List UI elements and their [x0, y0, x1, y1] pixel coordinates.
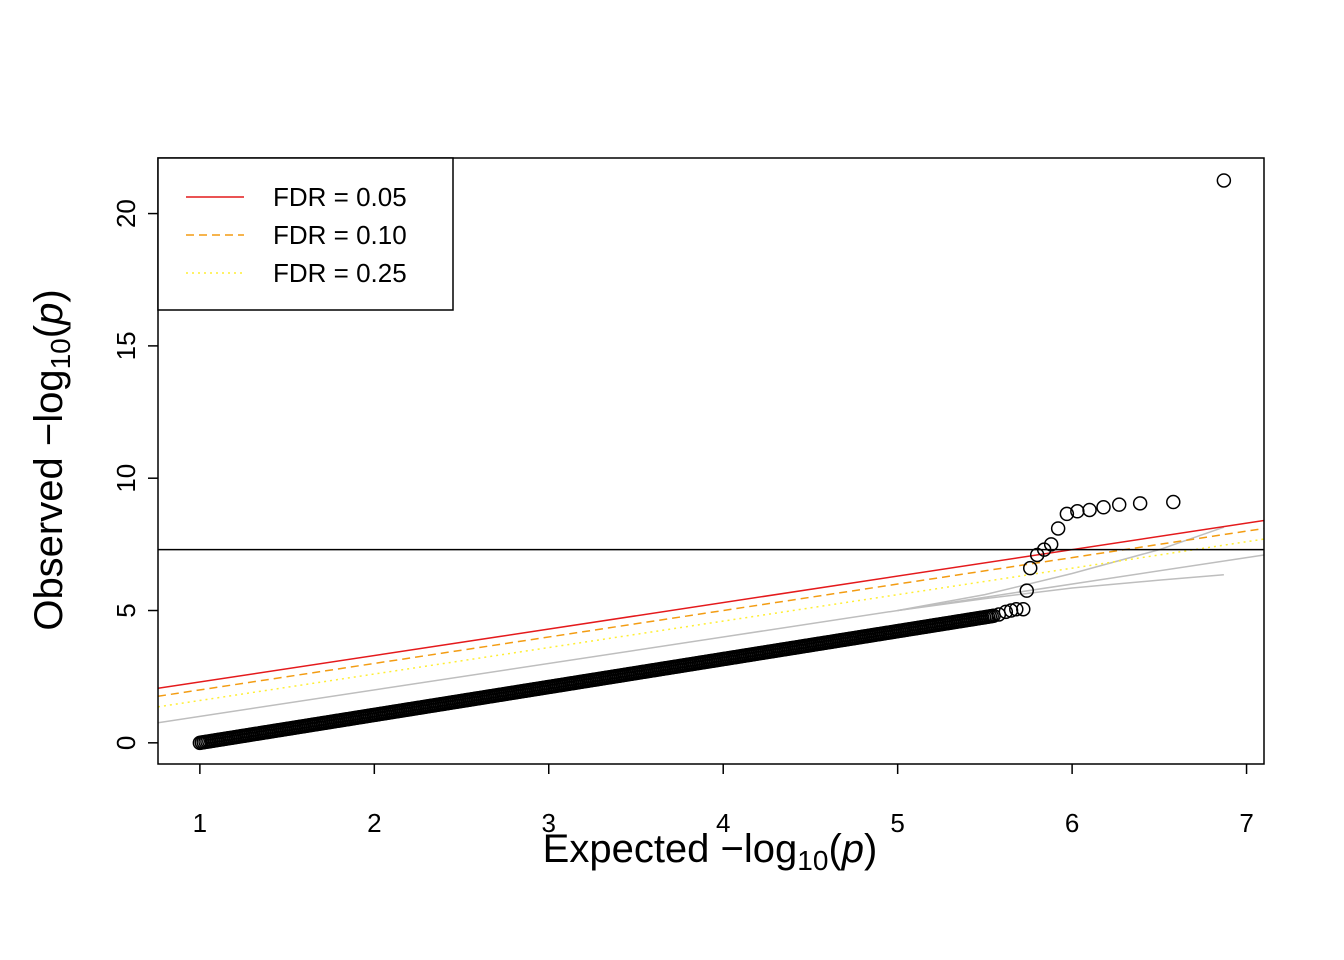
x-tick-label-1: 1 — [193, 808, 207, 838]
legend-label-fdr-010: FDR = 0.10 — [273, 220, 407, 250]
legend-label-fdr-025: FDR = 0.25 — [273, 258, 407, 288]
x-axis-title-sub: 10 — [797, 845, 828, 876]
y-axis-title-close: ) — [27, 289, 71, 302]
y-tick-label-15: 15 — [111, 331, 141, 360]
x-tick-label-3: 3 — [542, 808, 556, 838]
x-axis-title-var: p — [841, 827, 864, 871]
identity-line — [158, 554, 1264, 724]
y-axis-title-minus: − — [27, 423, 71, 446]
y-axis-title: Observed −log10(p) — [27, 289, 76, 630]
y-axis-title-sub: 10 — [45, 338, 76, 369]
reference-lines — [158, 519, 1264, 724]
x-axis-title-log: log — [744, 827, 797, 871]
legend-box — [157, 157, 454, 311]
data-point-13 — [1082, 502, 1097, 518]
fdr-line-1 — [158, 527, 1264, 697]
x-tick-label-4: 4 — [716, 808, 730, 838]
data-point-15 — [1111, 497, 1127, 512]
data-point-18 — [1216, 173, 1232, 188]
data-point-4 — [1016, 601, 1031, 617]
y-axis-title-open: ( — [27, 324, 71, 338]
plot-frame — [157, 157, 1265, 765]
y-tick-label-20: 20 — [111, 199, 141, 228]
data-point-3 — [1009, 601, 1024, 617]
fdr-line-0 — [158, 519, 1264, 690]
fdr-line-2 — [158, 538, 1264, 708]
x-axis-title: Expected −log10(p) — [543, 827, 878, 876]
x-tick-label-6: 6 — [1065, 808, 1079, 838]
y-axis: 0 5 10 15 20 — [111, 199, 158, 750]
legend-label-fdr-005: FDR = 0.05 — [273, 182, 407, 212]
data-point-17 — [1166, 494, 1181, 510]
x-axis-title-close: ) — [864, 827, 877, 871]
x-axis-title-minus: − — [721, 827, 744, 871]
x-tick-label-5: 5 — [890, 808, 904, 838]
y-axis-title-log: log — [27, 369, 71, 422]
y-tick-label-5: 5 — [111, 603, 141, 617]
y-tick-label-0: 0 — [111, 736, 141, 750]
x-axis: 1 2 3 4 5 6 7 — [193, 764, 1254, 838]
x-axis-title-open: ( — [828, 827, 842, 871]
x-tick-label-7: 7 — [1239, 808, 1253, 838]
data-point-10 — [1050, 521, 1066, 536]
y-axis-title-prefix: Observed — [27, 446, 71, 631]
data-point-1 — [998, 604, 1014, 620]
x-tick-label-2: 2 — [367, 808, 381, 838]
data-point-11 — [1059, 506, 1075, 522]
y-tick-label-10: 10 — [111, 464, 141, 493]
data-points — [192, 173, 1232, 751]
plot-area — [158, 173, 1264, 751]
data-point-5 — [1019, 583, 1035, 598]
y-axis-title-var: p — [27, 303, 71, 326]
data-point-16 — [1132, 496, 1148, 511]
confidence-band-lower — [897, 574, 1224, 612]
data-point-9 — [1043, 537, 1059, 552]
data-point-14 — [1096, 500, 1111, 515]
confidence-band-upper — [897, 526, 1225, 612]
data-point-6 — [1022, 560, 1038, 576]
x-axis-title-prefix: Expected — [543, 827, 721, 871]
legend: FDR = 0.05 FDR = 0.10 FDR = 0.25 — [157, 157, 454, 311]
